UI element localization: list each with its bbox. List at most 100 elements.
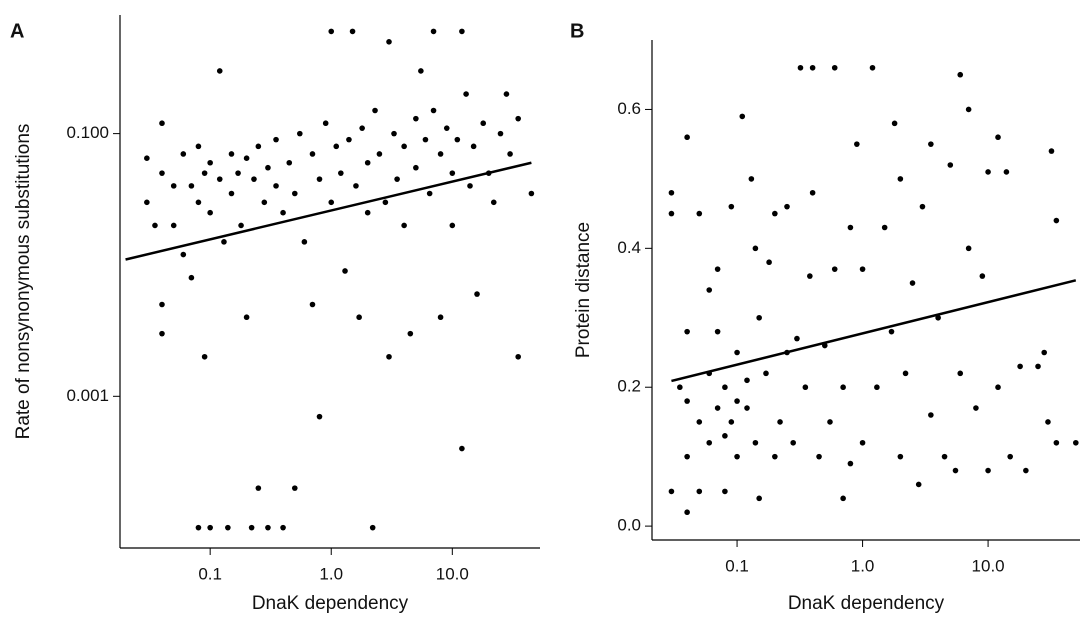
point — [463, 91, 469, 97]
point — [515, 115, 521, 122]
point — [706, 439, 713, 446]
point — [790, 439, 796, 446]
point — [777, 419, 783, 425]
point — [744, 377, 750, 384]
point — [228, 151, 235, 157]
point — [772, 210, 778, 217]
point — [748, 176, 755, 182]
y-axis-label: Rate of nonsynonymous substitutions — [13, 124, 34, 440]
point — [847, 224, 854, 231]
point — [1048, 148, 1055, 154]
point — [238, 222, 244, 229]
point — [794, 335, 800, 342]
point — [979, 273, 986, 279]
point — [722, 433, 728, 439]
point — [201, 170, 208, 176]
point — [797, 64, 804, 71]
point — [273, 183, 279, 189]
point — [261, 199, 268, 206]
point — [474, 291, 480, 297]
point — [807, 273, 813, 279]
point — [973, 405, 979, 411]
point — [728, 203, 735, 210]
point — [1041, 349, 1048, 356]
point — [255, 485, 262, 491]
point — [207, 159, 213, 166]
point — [376, 151, 383, 157]
point — [668, 210, 675, 217]
point — [1007, 453, 1013, 460]
point — [854, 141, 860, 147]
point — [728, 419, 735, 425]
point — [714, 405, 721, 411]
point — [470, 143, 477, 150]
point — [159, 301, 165, 308]
point — [734, 349, 740, 356]
point — [221, 239, 227, 245]
point — [965, 106, 972, 113]
point — [528, 190, 535, 197]
panel-label: B — [570, 20, 584, 42]
point — [207, 209, 213, 216]
point — [957, 370, 964, 377]
point — [714, 266, 721, 272]
point — [430, 107, 437, 114]
y-tick-label: 0.2 — [617, 377, 641, 396]
point — [144, 155, 150, 161]
point — [888, 328, 895, 335]
point — [301, 239, 308, 245]
point — [309, 151, 316, 157]
x-tick-label: 0.1 — [198, 564, 222, 583]
point — [216, 68, 223, 74]
point — [309, 301, 316, 308]
point — [897, 176, 904, 182]
point — [437, 314, 444, 321]
point — [454, 136, 461, 143]
point — [228, 190, 235, 197]
point — [342, 268, 348, 274]
point — [734, 398, 740, 404]
point — [188, 183, 195, 189]
point — [985, 169, 991, 175]
point — [935, 314, 941, 321]
point — [752, 439, 759, 446]
point — [891, 120, 898, 127]
point — [391, 130, 397, 137]
point — [273, 136, 279, 143]
panel-label: A — [10, 20, 24, 42]
trend-line — [125, 161, 532, 261]
point — [1023, 467, 1029, 474]
point — [763, 370, 769, 377]
point — [265, 164, 271, 171]
point — [1045, 419, 1051, 425]
point — [1017, 363, 1023, 370]
point — [382, 199, 389, 206]
y-tick-label: 0.100 — [66, 123, 109, 142]
point — [207, 524, 213, 531]
point — [831, 266, 838, 272]
point — [1035, 363, 1041, 370]
point — [684, 509, 690, 516]
point — [881, 224, 888, 231]
point — [386, 39, 392, 45]
point — [459, 445, 465, 452]
point — [225, 524, 231, 531]
point — [413, 164, 419, 171]
point — [265, 524, 271, 531]
point — [668, 189, 675, 196]
point — [422, 136, 429, 143]
point — [497, 130, 504, 137]
x-axis-label: DnaK dependency — [252, 593, 409, 614]
point — [394, 176, 400, 182]
point — [909, 280, 916, 286]
point — [1073, 439, 1079, 446]
point — [490, 199, 497, 206]
point — [995, 384, 1001, 391]
point — [430, 28, 437, 35]
point — [418, 68, 424, 74]
point — [443, 125, 450, 131]
point — [328, 28, 335, 35]
point — [684, 134, 690, 141]
point — [333, 143, 340, 150]
y-tick-label: 0.6 — [617, 99, 641, 118]
